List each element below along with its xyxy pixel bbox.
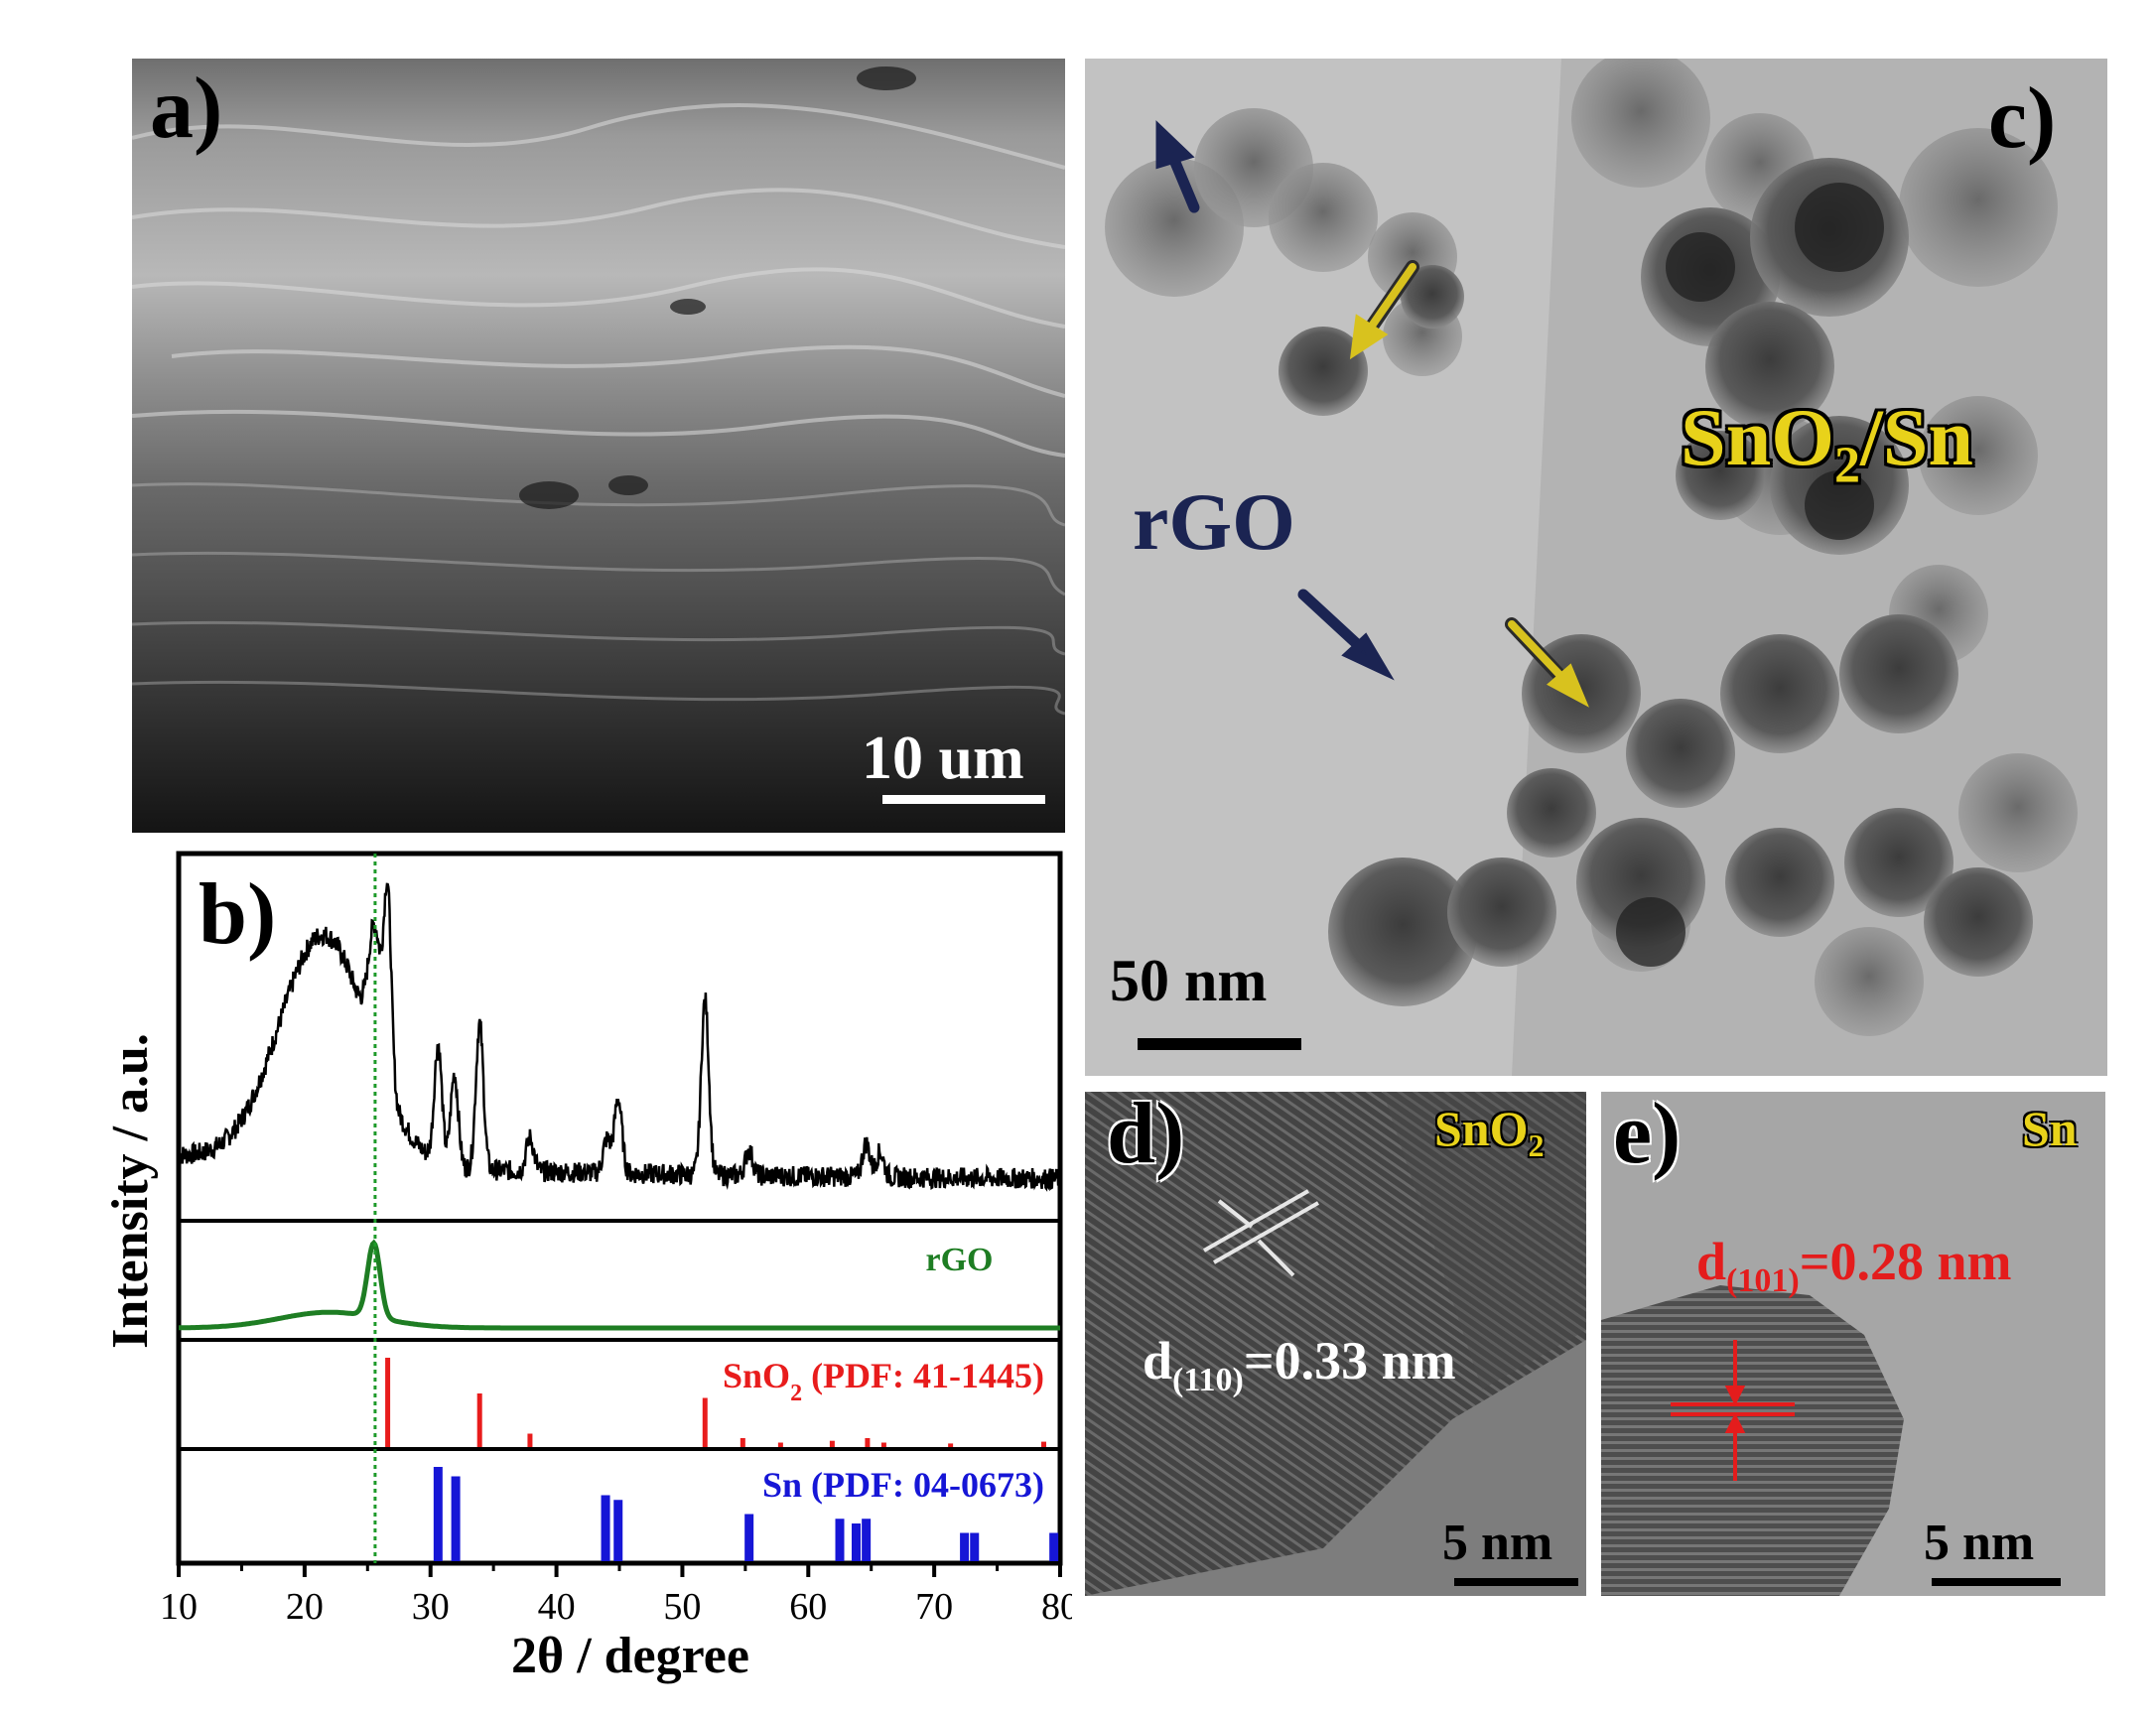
scale-bar xyxy=(1932,1578,2061,1586)
x-tick-label: 60 xyxy=(789,1586,827,1628)
panel-b-label: b) xyxy=(199,866,276,963)
rgo-legend-label: rGO xyxy=(926,1242,994,1278)
phase-subscript: 2 xyxy=(1528,1127,1545,1163)
d-value: =0.33 nm xyxy=(1243,1331,1456,1390)
phase-label: SnO2 xyxy=(1434,1100,1545,1164)
panel-d-label: d) xyxy=(1107,1092,1185,1182)
rgo-label: rGO xyxy=(1133,476,1295,567)
sno2-sn-label: SnO2/Sn xyxy=(1681,391,1973,494)
scale-bar-label: 50 nm xyxy=(1110,948,1268,1013)
tem-particles xyxy=(1085,59,2107,1076)
d-miller-index: (101) xyxy=(1726,1261,1800,1299)
panel-d-hrtem-image: d) SnO2 d(110)=0.33 nm 5 nm xyxy=(1085,1092,1586,1596)
scale-bar-label: 5 nm xyxy=(1924,1515,2035,1571)
d-spacing-label: d(110)=0.33 nm xyxy=(1143,1330,1456,1399)
lattice-fringes xyxy=(1601,1092,2105,1596)
sno2-subscript: 2 xyxy=(1834,437,1860,494)
phase-label: Sn xyxy=(2022,1101,2078,1156)
panel-a-label: a) xyxy=(150,61,223,157)
fringe-marker xyxy=(1671,1340,1795,1481)
reference-legend-label: SnO2 (PDF: 41-1445) xyxy=(723,1356,1044,1406)
panel-e-label: e) xyxy=(1613,1092,1682,1182)
x-tick-label: 10 xyxy=(160,1586,198,1628)
d-symbol: d xyxy=(1143,1331,1173,1390)
x-tick-label: 70 xyxy=(915,1586,953,1628)
x-tick-label: 30 xyxy=(412,1586,450,1628)
x-tick-label: 40 xyxy=(538,1586,576,1628)
d-miller-index: (110) xyxy=(1172,1361,1244,1398)
sn-text: /Sn xyxy=(1860,392,1973,482)
chart-xlabel: 2θ / degree xyxy=(511,1628,749,1684)
phase-text: SnO xyxy=(1434,1101,1529,1156)
panel-a-sem-image: a) 10 um xyxy=(132,59,1065,833)
scale-bar-label: 10 um xyxy=(862,725,1024,792)
lattice-fringes xyxy=(1085,1092,1586,1596)
x-tick-label: 50 xyxy=(663,1586,701,1628)
panel-b-xrd-chart: Intensity / a.u. 2θ / degree b) rGO SnO2 … xyxy=(102,851,1072,1684)
scale-bar xyxy=(1454,1578,1578,1586)
d-value: =0.28 nm xyxy=(1799,1232,2012,1291)
sample-xrd-line xyxy=(177,882,1062,1192)
chart-ylabel: Intensity / a.u. xyxy=(102,1033,159,1349)
panel-c-tem-image: c) rGO SnO2/Sn 50 nm xyxy=(1085,59,2107,1076)
scale-bar xyxy=(882,795,1045,804)
panel-c-label: c) xyxy=(1988,70,2057,167)
rgo-xrd-line xyxy=(179,1239,1060,1331)
fringe-marker xyxy=(1203,1189,1319,1277)
panel-e-hrtem-image: e) Sn d(101)=0.28 nm 5 nm xyxy=(1601,1092,2105,1596)
scale-bar-label: 5 nm xyxy=(1442,1515,1553,1571)
sem-texture xyxy=(132,66,1065,716)
x-tick-label: 20 xyxy=(286,1586,324,1628)
x-tick-label: 80 xyxy=(1041,1586,1072,1628)
d-symbol: d xyxy=(1696,1232,1727,1291)
d-spacing-label: d(101)=0.28 nm xyxy=(1696,1231,2012,1300)
scale-bar xyxy=(1138,1038,1301,1050)
plot-frame xyxy=(176,851,1063,1566)
sno2-text: SnO xyxy=(1681,392,1834,482)
reference-legend-label: Sn (PDF: 04-0673) xyxy=(762,1465,1044,1505)
